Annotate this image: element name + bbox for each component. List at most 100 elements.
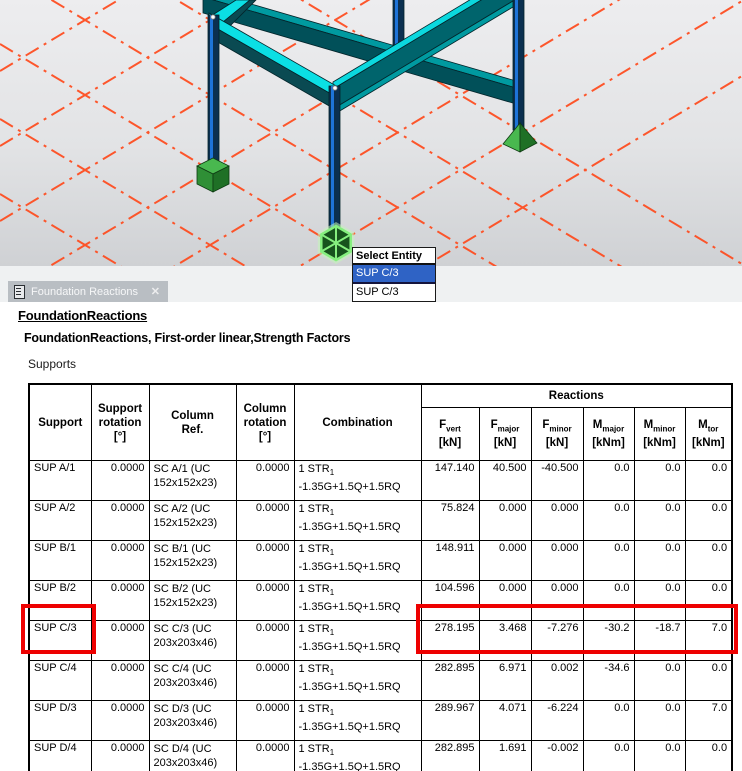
table-row: SUP A/1 0.0000 SC A/1 (UC 152x152x23) 0.0… <box>28 460 733 501</box>
cell-f-vert: 282.895 <box>420 660 480 701</box>
cell-support: SUP C/4 <box>28 660 92 701</box>
cell-support: SUP B/1 <box>28 540 92 581</box>
cell-f-minor: -0.002 <box>530 740 584 771</box>
cell-m-tor: 0.0 <box>684 580 733 621</box>
cell-f-major: 3.468 <box>478 620 532 661</box>
cell-combination: 1 STR1 -1.35G+1.5Q+1.5RQ <box>293 700 422 741</box>
cell-combination: 1 STR1 -1.35G+1.5Q+1.5RQ <box>293 580 422 621</box>
cell-column-ref: SC D/4 (UC 203x203x46) <box>148 740 237 771</box>
cell-f-major: 1.691 <box>478 740 532 771</box>
selected-support-marker[interactable] <box>317 221 355 265</box>
cell-m-major: 0.0 <box>582 540 635 581</box>
cell-support-rotation: 0.0000 <box>90 700 150 741</box>
popup-item-sup-c3[interactable]: SUP C/3 <box>356 286 399 298</box>
col-header-m-tor: Mtor [kNm] <box>684 407 733 461</box>
cell-column-ref: SC C/3 (UC 203x203x46) <box>148 620 237 661</box>
cell-column-rotation: 0.0000 <box>235 580 295 621</box>
cell-support-rotation: 0.0000 <box>90 580 150 621</box>
table-row: SUP C/4 0.0000 SC C/4 (UC 203x203x46) 0.0… <box>28 660 733 701</box>
cell-column-ref: SC C/4 (UC 203x203x46) <box>148 660 237 701</box>
cell-m-major: 0.0 <box>582 700 635 741</box>
close-icon[interactable]: ✕ <box>150 286 160 298</box>
cell-support-rotation: 0.0000 <box>90 460 150 501</box>
cell-f-major: 4.071 <box>478 700 532 741</box>
col-header-m-minor: Mminor [kNm] <box>633 407 686 461</box>
report-subtitle: FoundationReactions, First-order linear,… <box>24 331 351 345</box>
cell-support-rotation: 0.0000 <box>90 620 150 661</box>
cell-support-rotation: 0.0000 <box>90 540 150 581</box>
cell-column-rotation: 0.0000 <box>235 460 295 501</box>
cell-m-tor: 0.0 <box>684 660 733 701</box>
cell-column-ref: SC B/1 (UC 152x152x23) <box>148 540 237 581</box>
cell-m-major: -30.2 <box>582 620 635 661</box>
cell-m-major: 0.0 <box>582 580 635 621</box>
cell-f-vert: 75.824 <box>420 500 480 541</box>
cell-column-ref: SC A/2 (UC 152x152x23) <box>148 500 237 541</box>
cell-m-major: 0.0 <box>582 500 635 541</box>
cell-f-vert: 282.895 <box>420 740 480 771</box>
cell-column-rotation: 0.0000 <box>235 620 295 661</box>
cell-f-major: 0.000 <box>478 500 532 541</box>
cell-column-ref: SC D/3 (UC 203x203x46) <box>148 700 237 741</box>
table-row: SUP C/3 0.0000 SC C/3 (UC 203x203x46) 0.0… <box>28 620 733 661</box>
cell-combination: 1 STR1 -1.35G+1.5Q+1.5RQ <box>293 660 422 701</box>
table-row: SUP B/2 0.0000 SC B/2 (UC 152x152x23) 0.0… <box>28 580 733 621</box>
col-header-support: Support <box>28 383 92 461</box>
cell-support: SUP D/3 <box>28 700 92 741</box>
col-header-f-major: Fmajor [kN] <box>478 407 532 461</box>
model-3d-viewport[interactable] <box>0 0 742 266</box>
cell-column-rotation: 0.0000 <box>235 660 295 701</box>
cell-f-minor: 0.000 <box>530 500 584 541</box>
pinned-support-pyramid[interactable] <box>502 121 538 153</box>
col-header-column-ref: Column Ref. <box>148 383 237 461</box>
col-header-f-minor: Fminor [kN] <box>530 407 584 461</box>
node-joint <box>210 14 216 20</box>
cell-m-minor: 0.0 <box>633 540 686 581</box>
cell-m-minor: 0.0 <box>633 700 686 741</box>
cell-f-vert: 147.140 <box>420 460 480 501</box>
fixed-support-cube[interactable] <box>196 157 230 193</box>
cell-m-tor: 0.0 <box>684 500 733 541</box>
section-label-supports: Supports <box>28 357 77 371</box>
column-right <box>512 0 525 131</box>
cell-m-minor: 0.0 <box>633 460 686 501</box>
cell-f-major: 0.000 <box>478 540 532 581</box>
column-middle <box>328 85 341 234</box>
cell-support-rotation: 0.0000 <box>90 740 150 771</box>
supports-table: Support Support rotation [°] Column Ref.… <box>28 383 734 771</box>
cell-m-minor: 0.0 <box>633 500 686 541</box>
table-row: SUP D/3 0.0000 SC D/3 (UC 203x203x46) 0.0… <box>28 700 733 741</box>
cell-combination: 1 STR1 -1.35G+1.5Q+1.5RQ <box>293 540 422 581</box>
cell-f-minor: -40.500 <box>530 460 584 501</box>
cell-m-major: 0.0 <box>582 740 635 771</box>
cell-f-major: 0.000 <box>478 580 532 621</box>
supports-table-body: SUP A/1 0.0000 SC A/1 (UC 152x152x23) 0.0… <box>28 460 733 771</box>
cell-support-rotation: 0.0000 <box>90 500 150 541</box>
cell-combination: 1 STR1 -1.35G+1.5Q+1.5RQ <box>293 740 422 771</box>
cell-f-minor: 0.002 <box>530 660 584 701</box>
cell-m-minor: 0.0 <box>633 580 686 621</box>
table-row: SUP A/2 0.0000 SC A/2 (UC 152x152x23) 0.0… <box>28 500 733 541</box>
col-header-support-rotation: Support rotation [°] <box>90 383 150 461</box>
cell-m-tor: 0.0 <box>684 740 733 771</box>
cell-support-rotation: 0.0000 <box>90 660 150 701</box>
cell-f-minor: -7.276 <box>530 620 584 661</box>
cell-f-major: 40.500 <box>478 460 532 501</box>
popup-item-sup-c3-selected[interactable]: SUP C/3 <box>353 265 435 284</box>
cell-support: SUP A/2 <box>28 500 92 541</box>
cell-column-rotation: 0.0000 <box>235 540 295 581</box>
cell-column-rotation: 0.0000 <box>235 500 295 541</box>
cell-combination: 1 STR1 -1.35G+1.5Q+1.5RQ <box>293 620 422 661</box>
cell-m-tor: 7.0 <box>684 700 733 741</box>
tab-foundation-reactions[interactable]: Foundation Reactions ✕ <box>8 281 168 302</box>
cell-f-vert: 104.596 <box>420 580 480 621</box>
cell-combination: 1 STR1 -1.35G+1.5Q+1.5RQ <box>293 500 422 541</box>
cell-column-rotation: 0.0000 <box>235 740 295 771</box>
col-header-reactions: Reactions <box>420 383 733 408</box>
node-joint <box>332 85 338 91</box>
cell-m-minor: 0.0 <box>633 740 686 771</box>
document-icon <box>14 284 25 299</box>
cell-m-minor: -18.7 <box>633 620 686 661</box>
cell-f-vert: 148.911 <box>420 540 480 581</box>
